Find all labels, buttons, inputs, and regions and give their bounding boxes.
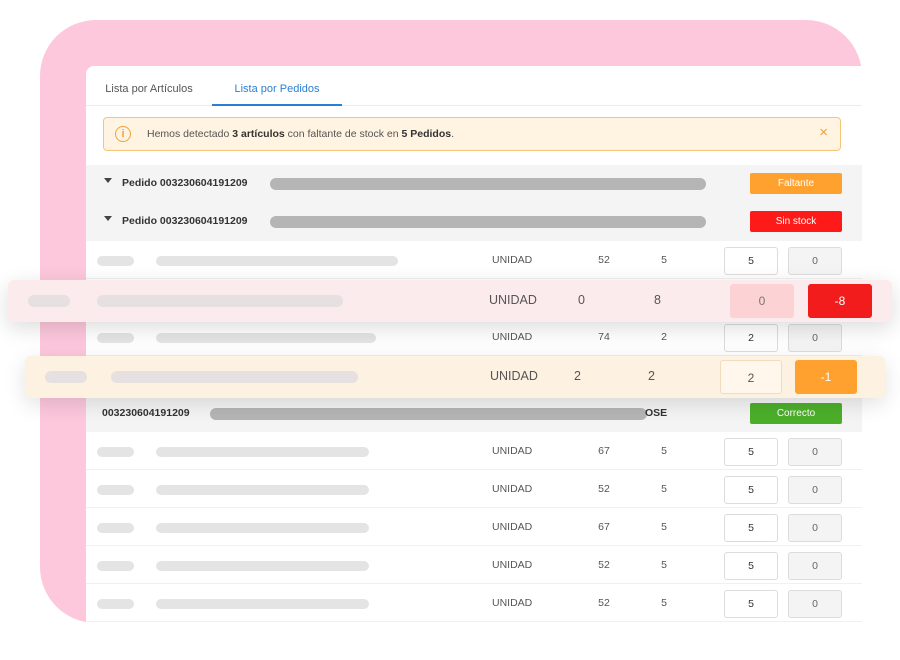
quantity-cell: 5 <box>661 445 667 457</box>
placeholder-bar <box>156 447 369 457</box>
difference-field: 0 <box>788 590 842 618</box>
quantity-cell: 5 <box>661 521 667 533</box>
table-row: UNIDAD 52 5 5 0 <box>86 470 862 508</box>
tab-bar: Lista por Artículos Lista por Pedidos <box>86 66 862 106</box>
quantity-cell: 8 <box>654 293 661 307</box>
quantity-cell: 5 <box>661 483 667 495</box>
placeholder-bar <box>156 599 369 609</box>
close-icon[interactable]: × <box>819 124 828 141</box>
unit-cell: UNIDAD <box>492 331 533 343</box>
order-header: Pedido 003230604191209 Faltante <box>86 165 862 203</box>
table-row: UNIDAD 52 5 5 0 <box>86 241 862 279</box>
unit-cell: UNIDAD <box>492 483 533 495</box>
unit-cell: UNIDAD <box>492 254 533 266</box>
unit-cell: UNIDAD <box>490 369 538 383</box>
info-icon: i <box>115 126 131 142</box>
quantity-input[interactable]: 5 <box>724 438 778 466</box>
stock-cell: 52 <box>598 483 610 495</box>
order-header: Pedido 003230604191209 Sin stock <box>86 203 862 241</box>
order-number: 003230604191209 <box>102 407 190 419</box>
unit-cell: UNIDAD <box>492 445 533 457</box>
placeholder-bar <box>97 485 134 495</box>
stock-cell: 52 <box>598 597 610 609</box>
placeholder-bar <box>97 523 134 533</box>
status-button-sin-stock[interactable]: Sin stock <box>750 211 842 232</box>
placeholder-bar <box>97 256 134 266</box>
placeholder-bar <box>156 561 369 571</box>
quantity-input[interactable]: 5 <box>724 552 778 580</box>
placeholder-bar <box>270 178 706 190</box>
difference-field: 0 <box>788 247 842 275</box>
placeholder-bar <box>156 333 376 343</box>
placeholder-bar <box>210 408 647 420</box>
orders-panel: Lista por Artículos Lista por Pedidos i … <box>86 66 862 626</box>
placeholder-bar <box>97 561 134 571</box>
placeholder-bar <box>156 256 398 266</box>
tab-lista-articulos[interactable]: Lista por Artículos <box>105 83 193 95</box>
table-row: UNIDAD 52 5 5 0 <box>86 546 862 584</box>
unit-cell: UNIDAD <box>489 293 537 307</box>
status-button-faltante[interactable]: Faltante <box>750 173 842 194</box>
order-number: Pedido 003230604191209 <box>122 215 248 227</box>
placeholder-bar <box>45 371 87 383</box>
table-row: UNIDAD 67 5 5 0 <box>86 432 862 470</box>
quantity-input[interactable]: 0 <box>730 284 794 318</box>
difference-field: 0 <box>788 476 842 504</box>
order-suffix: OSE <box>645 407 668 419</box>
quantity-input[interactable]: 5 <box>724 590 778 618</box>
placeholder-bar <box>28 295 70 307</box>
quantity-cell: 2 <box>648 369 655 383</box>
placeholder-bar <box>97 447 134 457</box>
quantity-input[interactable]: 2 <box>720 360 782 394</box>
placeholder-bar <box>270 216 706 228</box>
placeholder-bar <box>111 371 358 383</box>
unit-cell: UNIDAD <box>492 521 533 533</box>
quantity-cell: 5 <box>661 254 667 266</box>
stock-cell: 52 <box>598 254 610 266</box>
highlighted-row-faltante: UNIDAD 2 2 2 -1 <box>25 356 885 398</box>
placeholder-bar <box>156 523 369 533</box>
table-row: UNIDAD 67 5 5 0 <box>86 508 862 546</box>
stock-cell: 67 <box>598 445 610 457</box>
placeholder-bar <box>97 599 134 609</box>
placeholder-bar <box>156 485 369 495</box>
quantity-cell: 5 <box>661 597 667 609</box>
difference-field: -8 <box>808 284 872 318</box>
difference-field: 0 <box>788 324 842 352</box>
table-row: UNIDAD 52 5 5 0 <box>86 584 862 622</box>
difference-field: -1 <box>795 360 857 394</box>
quantity-cell: 2 <box>661 331 667 343</box>
stock-cell: 67 <box>598 521 610 533</box>
tab-lista-pedidos[interactable]: Lista por Pedidos <box>212 66 342 106</box>
caret-down-icon[interactable] <box>104 216 112 221</box>
highlighted-row-sin-stock: UNIDAD 0 8 0 -8 <box>8 280 892 322</box>
stock-alert: i Hemos detectado 3 artículos con faltan… <box>103 117 841 151</box>
quantity-input[interactable]: 2 <box>724 324 778 352</box>
difference-field: 0 <box>788 552 842 580</box>
difference-field: 0 <box>788 438 842 466</box>
order-number: Pedido 003230604191209 <box>122 177 248 189</box>
quantity-input[interactable]: 5 <box>724 514 778 542</box>
stock-cell: 2 <box>574 369 581 383</box>
caret-down-icon[interactable] <box>104 178 112 183</box>
status-button-correcto[interactable]: Correcto <box>750 403 842 424</box>
quantity-input[interactable]: 5 <box>724 476 778 504</box>
quantity-input[interactable]: 5 <box>724 247 778 275</box>
table-row: UNIDAD 74 2 2 0 <box>86 318 862 356</box>
quantity-cell: 5 <box>661 559 667 571</box>
placeholder-bar <box>97 295 343 307</box>
stock-cell: 74 <box>598 331 610 343</box>
difference-field: 0 <box>788 514 842 542</box>
stock-cell: 52 <box>598 559 610 571</box>
stock-cell: 0 <box>578 293 585 307</box>
unit-cell: UNIDAD <box>492 559 533 571</box>
alert-message: Hemos detectado 3 artículos con faltante… <box>147 128 455 140</box>
unit-cell: UNIDAD <box>492 597 533 609</box>
placeholder-bar <box>97 333 134 343</box>
order-header: 003230604191209 OSE Correcto <box>86 395 862 432</box>
